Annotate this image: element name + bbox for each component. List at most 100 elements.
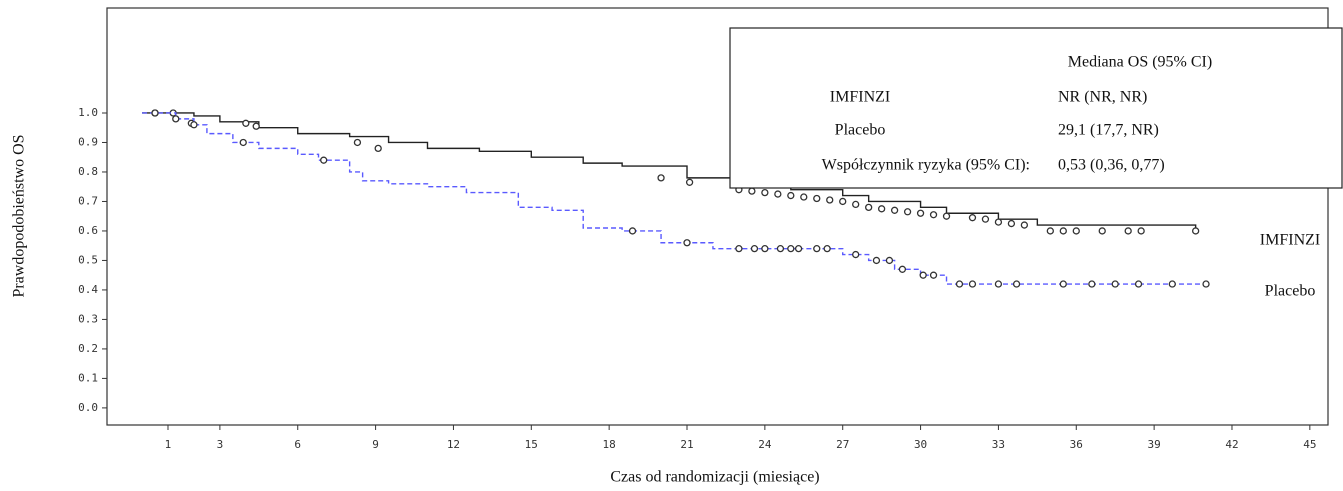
censor-mark [172,115,180,123]
censor-mark [942,212,951,220]
y-axis-label: Prawdopodobieństwo OS [11,134,28,297]
x-tick-label: 6 [294,438,301,451]
censor-mark [1059,280,1067,288]
censor-mark [1137,227,1145,235]
censor-mark [683,239,691,247]
censor-mark [1012,280,1021,288]
censor-mark [774,190,782,198]
censor-mark [968,214,977,222]
censor-mark [794,244,803,253]
survival-curve [142,112,1207,285]
censor-mark [826,196,834,204]
legend-cell: Placebo [835,122,886,139]
censor-mark [903,208,912,216]
censor-mark [852,200,860,209]
censor-mark [994,280,1003,288]
x-tick-label: 42 [1225,438,1238,451]
legend-cell: IMFINZI [830,89,890,106]
censor-mark [685,178,694,186]
y-tick-label: 0.2 [78,342,98,355]
censor-mark [968,280,977,288]
x-tick-label: 45 [1303,438,1316,451]
x-tick-label: 18 [603,438,616,451]
censor-mark [628,227,637,235]
censor-mark [776,244,785,253]
censor-mark [1111,280,1119,288]
censor-mark [852,250,860,259]
censor-mark [800,193,808,201]
censor-mark [353,138,362,147]
censor-mark [1007,219,1016,228]
y-tick-label: 0.3 [78,312,98,325]
censor-mark [1191,227,1200,235]
legend-box [729,27,1343,189]
y-tick-label: 0.5 [78,253,98,266]
censor-mark [916,209,925,217]
x-tick-label: 36 [1070,438,1083,451]
x-tick-label: 27 [836,438,849,451]
legend-cell: 0,53 (0,36, 0,77) [1058,157,1165,174]
y-tick-label: 0.6 [78,224,98,237]
censor-mark [242,119,250,127]
censor-mark [872,256,881,265]
censor-mark [320,156,328,164]
x-tick-label: 12 [447,438,460,451]
y-tick-label: 0.7 [78,194,98,207]
censor-mark [735,244,743,253]
censor-mark [1134,280,1143,288]
x-tick-label: 30 [914,438,927,451]
censor-mark [877,205,886,213]
censor-mark [839,197,847,206]
y-tick-label: 0.8 [78,165,98,178]
series-label: IMFINZI [1260,232,1320,249]
series-label: Placebo [1265,283,1316,300]
censor-mark [750,244,759,253]
censor-mark [1124,227,1132,235]
censor-mark [374,144,382,153]
legend-cell: Współczynnik ryzyka (95% CI): [822,157,1030,174]
x-tick-label: 3 [217,438,224,451]
censor-mark [239,138,247,147]
censor-mark [190,121,198,129]
censor-mark [1168,280,1176,288]
survival-curve [142,112,1197,231]
censor-mark [981,215,990,223]
y-tick-label: 0.1 [78,371,98,384]
censor-mark [761,244,769,253]
y-tick-label: 1.0 [78,106,98,119]
x-tick-label: 24 [758,438,772,451]
legend-cell: 29,1 (17,7, NR) [1058,122,1159,139]
y-tick-label: 0.4 [78,283,98,296]
censor-mark [761,188,769,197]
censor-mark [787,191,795,200]
censor-mark [1059,227,1067,235]
censor-mark [955,280,964,288]
censor-mark [929,211,938,219]
x-tick-label: 9 [372,438,379,451]
plot-frame [106,7,1329,426]
censor-mark [787,244,795,253]
censor-mark [657,174,665,182]
censor-mark [151,109,159,117]
x-tick-label: 39 [1148,438,1161,451]
censor-mark [929,271,938,279]
censor-mark [1202,280,1210,288]
censor-mark [813,194,821,203]
censor-mark [898,265,907,273]
legend-header: Mediana OS (95% CI) [1068,54,1212,71]
x-tick-label: 21 [680,438,693,451]
y-tick-label: 0.0 [78,401,98,414]
censor-mark [885,256,894,265]
censor-mark [994,218,1003,226]
x-tick-label: 33 [992,438,1005,451]
censor-mark [1020,221,1029,229]
censor-mark [890,206,899,214]
x-axis-label: Czas od randomizacji (miesiące) [610,469,819,486]
x-tick-label: 1 [165,438,172,451]
censor-mark [1098,227,1106,235]
censor-mark [748,187,756,195]
x-tick-label: 15 [525,438,538,451]
legend-cell: NR (NR, NR) [1058,89,1147,106]
censor-mark [865,203,873,212]
